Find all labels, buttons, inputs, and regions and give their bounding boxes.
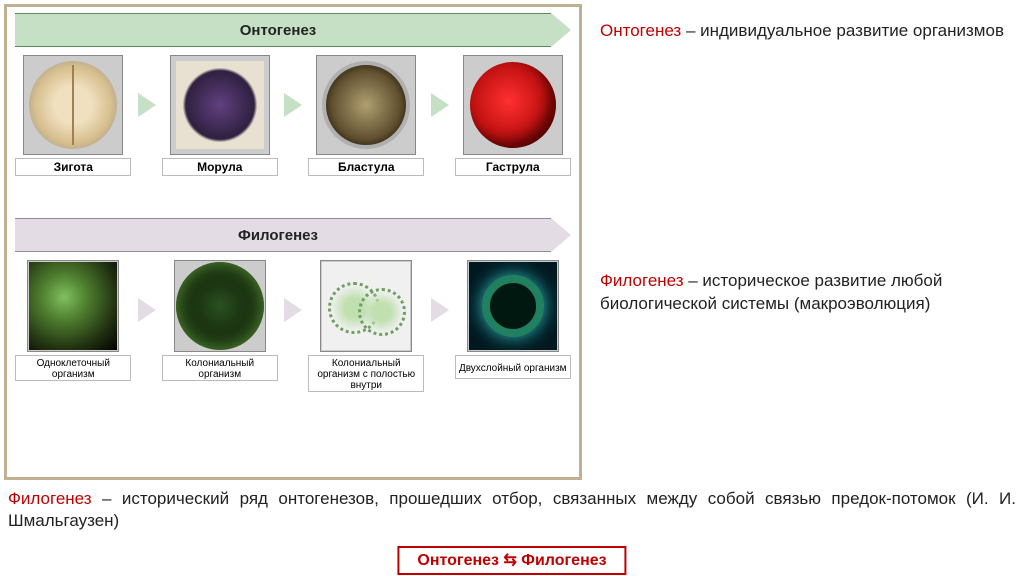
bottom-text-rest: – исторический ряд онтогенезов, прошедши… <box>8 489 1016 530</box>
ontogenesis-arrow-label: Онтогенез <box>240 22 317 39</box>
stage-gastrula: Гаструла <box>453 55 574 176</box>
stage-morula: Морула <box>160 55 281 176</box>
stage-zygote: Зигота <box>13 55 134 176</box>
morula-label: Морула <box>162 158 278 176</box>
unicellular-image <box>27 260 119 352</box>
ontogenesis-row: Зигота Морула Бластула Гаструла <box>13 55 573 176</box>
stage-blastula: Бластула <box>306 55 427 176</box>
zygote-label: Зигота <box>15 158 131 176</box>
ontogenesis-definition: Онтогенез – индивидуальное развитие орга… <box>600 20 1014 43</box>
bottom-term: Филогенез <box>8 489 92 508</box>
flow-arrow-icon <box>427 260 453 360</box>
blastula-image <box>316 55 416 155</box>
unicellular-label: Одноклеточный организм <box>15 355 131 381</box>
bottom-definition: Филогенез – исторический ряд онтогенезов… <box>8 488 1016 532</box>
flow-arrow-icon <box>280 55 306 155</box>
colonial-label: Колониальный организм <box>162 355 278 381</box>
colonial-cavity-image <box>320 260 412 352</box>
flow-arrow-icon <box>280 260 306 360</box>
stage-unicellular: Одноклеточный организм <box>13 260 134 381</box>
bilayer-label: Двухслойный организм <box>455 355 571 379</box>
phylogenesis-arrow-label: Филогенез <box>238 227 318 244</box>
flow-arrow-icon <box>134 55 160 155</box>
phylogenesis-definition: Филогенез – историческое развитие любой … <box>600 270 1014 316</box>
colonial-cavity-label: Колониальный организм с полостью внутри <box>308 355 424 392</box>
morula-image <box>170 55 270 155</box>
blastula-label: Бластула <box>308 158 424 176</box>
ontogenesis-term: Онтогенез <box>600 21 681 40</box>
zygote-image <box>23 55 123 155</box>
flow-arrow-icon <box>134 260 160 360</box>
phylogenesis-term: Филогенез <box>600 271 684 290</box>
stage-colonial-cavity: Колониальный организм с полостью внутри <box>306 260 427 392</box>
stage-bilayer: Двухслойный организм <box>453 260 574 379</box>
formula-box: Онтогенез ⇆ Филогенез <box>397 546 626 575</box>
stage-colonial: Колониальный организм <box>160 260 281 381</box>
ontogenesis-arrow: Онтогенез <box>15 13 571 47</box>
bilayer-image <box>467 260 559 352</box>
diagram-panel: Онтогенез Зигота Морула Бластула Гаструл… <box>4 4 582 480</box>
formula-text: Онтогенез ⇆ Филогенез <box>417 552 606 569</box>
gastrula-image <box>463 55 563 155</box>
gastrula-label: Гаструла <box>455 158 571 176</box>
colonial-image <box>174 260 266 352</box>
ontogenesis-def-text: – индивидуальное развитие организмов <box>681 21 1004 40</box>
phylogenesis-arrow: Филогенез <box>15 218 571 252</box>
phylogenesis-row: Одноклеточный организм Колониальный орга… <box>13 260 573 392</box>
flow-arrow-icon <box>427 55 453 155</box>
